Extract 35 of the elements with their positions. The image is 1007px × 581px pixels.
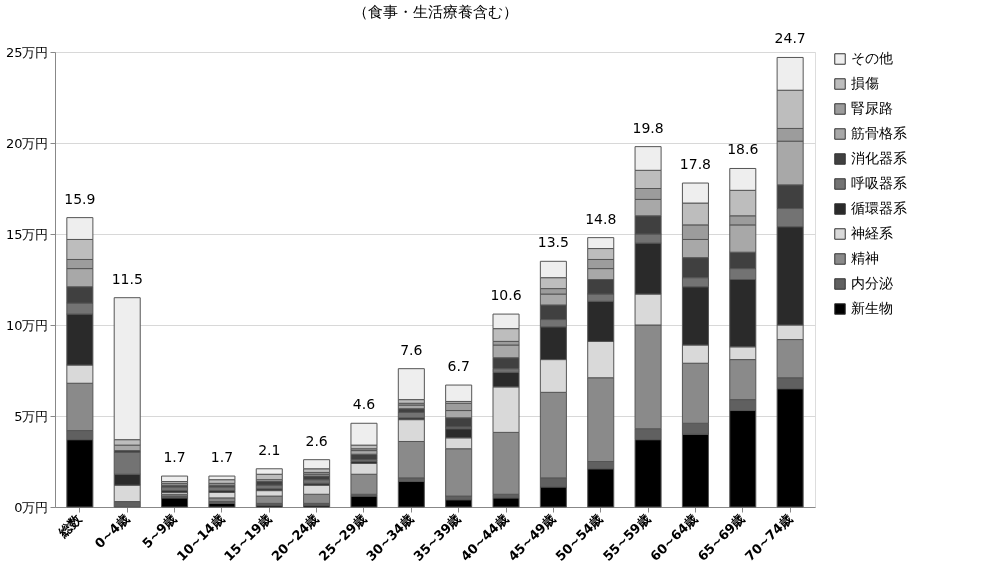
total-label: 15.9	[64, 190, 96, 207]
legend-label: 腎尿路	[851, 100, 893, 116]
legend-label: 神経系	[851, 225, 893, 241]
total-label: 19.8	[632, 119, 664, 136]
total-label: 4.6	[352, 396, 376, 413]
y-tick-label: 10万円	[5, 317, 49, 333]
x-tick-label: 総数	[55, 510, 86, 541]
total-label: 10.6	[490, 287, 522, 304]
total-label: 17.8	[679, 156, 712, 173]
legend-label: その他	[851, 50, 893, 66]
y-tick-label: 20万円	[5, 135, 49, 151]
y-tick-label: 0万円	[14, 499, 49, 515]
y-tick-label: 15万円	[5, 226, 49, 242]
legend-label: 筋骨格系	[851, 125, 907, 141]
legend-label: 精神	[851, 250, 879, 266]
total-label: 11.5	[111, 270, 143, 287]
total-label: 7.6	[400, 341, 423, 358]
legend-label: 新生物	[851, 300, 893, 316]
total-label: 2.1	[258, 441, 281, 458]
y-tick-label: 25万円	[5, 44, 49, 60]
total-label: 18.6	[727, 141, 759, 158]
y-tick-label: 5万円	[14, 408, 49, 424]
total-label: 14.8	[585, 210, 617, 227]
total-label: 6.7	[447, 358, 470, 375]
total-label: 1.7	[163, 449, 186, 466]
legend-label: 呼吸器系	[851, 175, 907, 191]
legend-label: 内分泌	[851, 275, 893, 291]
legend-label: 消化器系	[851, 150, 907, 166]
total-label: 1.7	[210, 449, 234, 466]
total-label: 13.5	[537, 234, 569, 251]
total-label: 2.6	[305, 432, 328, 449]
chart-title: （食事・生活療養含む）	[352, 3, 518, 22]
legend-label: 損傷	[851, 75, 879, 91]
legend-label: 循環器系	[851, 200, 907, 216]
total-label: 24.7	[774, 30, 806, 47]
